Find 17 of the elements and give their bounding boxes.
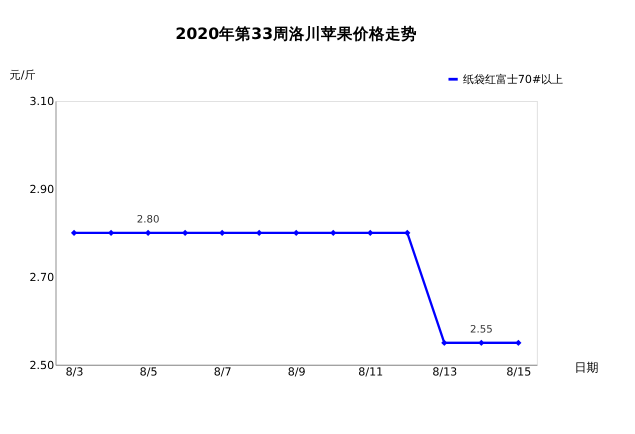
- legend-label: 纸袋红富士70#以上: [462, 72, 564, 86]
- x-tick-label: 8/5: [140, 365, 158, 378]
- data-label: 2.55: [470, 324, 493, 336]
- x-tick-label: 8/13: [432, 365, 458, 378]
- y-tick-label: 2.90: [29, 183, 54, 196]
- chart-title: 2020年第33周洛川苹果价格走势: [175, 24, 418, 43]
- y-axis-title: 元/斤: [10, 68, 36, 82]
- y-tick-label: 2.70: [29, 271, 54, 284]
- x-tick-label: 8/15: [506, 365, 532, 378]
- x-tick-label: 8/9: [288, 365, 306, 378]
- y-tick-label: 3.10: [29, 95, 54, 108]
- y-tick-label: 2.50: [29, 358, 54, 372]
- data-label: 2.80: [136, 214, 160, 226]
- x-tick-label: 8/11: [358, 365, 384, 378]
- x-tick-label: 8/7: [214, 365, 232, 378]
- x-axis-title: 日期: [574, 360, 598, 375]
- x-tick-label: 8/3: [66, 365, 84, 378]
